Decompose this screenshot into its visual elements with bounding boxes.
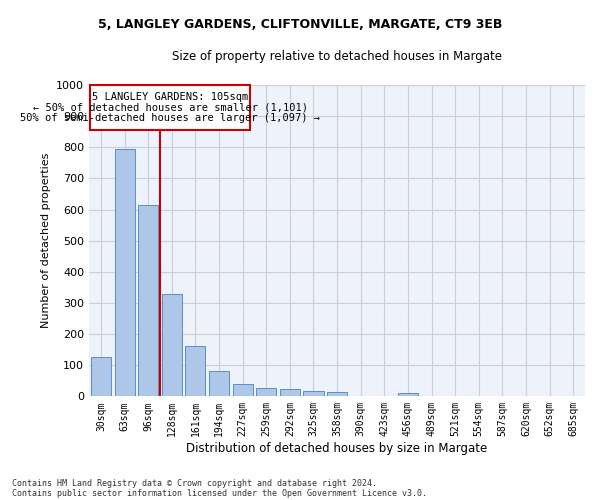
Bar [327, 392, 347, 396]
Bar [209, 372, 229, 396]
Bar [162, 294, 182, 396]
Bar [280, 390, 300, 396]
Text: Contains HM Land Registry data © Crown copyright and database right 2024.: Contains HM Land Registry data © Crown c… [12, 478, 377, 488]
Bar [233, 384, 253, 396]
Bar [185, 346, 205, 397]
X-axis label: Distribution of detached houses by size in Margate: Distribution of detached houses by size … [187, 442, 488, 455]
Text: Contains public sector information licensed under the Open Government Licence v3: Contains public sector information licen… [12, 488, 427, 498]
Bar [91, 358, 111, 397]
Bar [91, 85, 250, 130]
Bar [115, 149, 134, 396]
Bar [398, 393, 418, 396]
Bar [256, 388, 276, 396]
Bar [138, 205, 158, 396]
Text: 50% of semi-detached houses are larger (1,097) →: 50% of semi-detached houses are larger (… [20, 113, 320, 123]
Y-axis label: Number of detached properties: Number of detached properties [41, 153, 51, 328]
Text: 5 LANGLEY GARDENS: 105sqm: 5 LANGLEY GARDENS: 105sqm [92, 92, 248, 102]
Bar [304, 391, 323, 396]
Text: 5, LANGLEY GARDENS, CLIFTONVILLE, MARGATE, CT9 3EB: 5, LANGLEY GARDENS, CLIFTONVILLE, MARGAT… [98, 18, 502, 30]
Text: ← 50% of detached houses are smaller (1,101): ← 50% of detached houses are smaller (1,… [32, 102, 308, 112]
Title: Size of property relative to detached houses in Margate: Size of property relative to detached ho… [172, 50, 502, 63]
